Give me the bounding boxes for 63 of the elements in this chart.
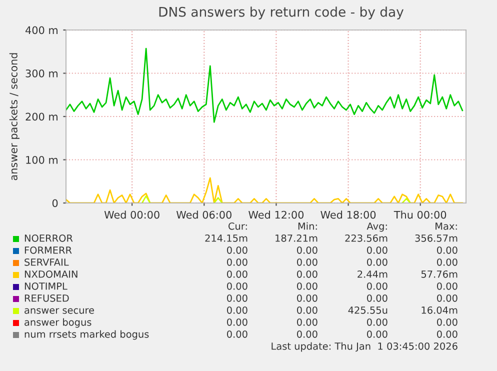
text: Cur: <box>228 222 247 230</box>
text: 0.00 <box>366 246 388 254</box>
y-tick-label: 300 m <box>26 69 58 78</box>
text: 0.00 <box>296 306 318 314</box>
line-series <box>66 48 464 123</box>
text: 425.55u <box>348 306 388 314</box>
text: 0.00 <box>296 318 318 326</box>
y-tick-label: 100 m <box>26 156 58 164</box>
text: 0.00 <box>226 294 248 302</box>
text: 0.00 <box>296 294 318 302</box>
text: 57.76m <box>421 270 458 278</box>
legend-label: SERVFAIL <box>24 258 69 266</box>
text: Max: <box>436 222 457 230</box>
legend-label: NOERROR <box>24 234 73 242</box>
text: 223.56m <box>345 234 388 242</box>
text: Min: <box>298 222 317 230</box>
text: 0.00 <box>436 246 458 254</box>
x-tick-label: Wed 12:00 <box>248 210 304 219</box>
text: 0.00 <box>366 330 388 338</box>
text: 0.00 <box>296 246 318 254</box>
text: 0.00 <box>296 258 318 266</box>
x-tick-label: Thu 00:00 <box>394 210 446 219</box>
text: 16.04m <box>422 306 458 314</box>
text: 0.00 <box>436 294 458 302</box>
text: 0.00 <box>296 270 318 278</box>
text: 0.00 <box>436 318 458 326</box>
text: 0.00 <box>226 282 248 290</box>
y-tick-label: 200 m <box>26 112 58 121</box>
text: 214.15m <box>205 234 248 242</box>
text: 0.00 <box>366 294 388 302</box>
text: 0.00 <box>436 258 458 266</box>
text: 0.00 <box>226 246 248 254</box>
legend-label: NOTIMPL <box>24 282 68 290</box>
text: 0.00 <box>296 330 318 338</box>
legend-label: num rrsets marked bogus <box>24 330 149 340</box>
legend-label: answer bogus <box>24 318 92 328</box>
x-tick-label: Wed 18:00 <box>320 210 376 219</box>
text: 0.00 <box>226 330 248 338</box>
text: Avg: <box>366 222 387 232</box>
y-tick-label: 0 <box>52 199 58 208</box>
text: 0.00 <box>226 258 248 266</box>
text: 0.00 <box>226 306 248 314</box>
x-tick-label: Wed 00:00 <box>104 210 160 219</box>
legend-label: answer secure <box>24 308 94 314</box>
text: 0.00 <box>226 270 248 278</box>
text: 2.44m <box>358 270 388 278</box>
text: 0.00 <box>366 318 388 326</box>
x-tick-label: Wed 06:00 <box>176 210 232 219</box>
text: 0.00 <box>366 258 388 266</box>
text: Last update: Thu Jan 1 03:45:00 2026 <box>272 342 458 352</box>
chart-title: DNS answers by return code - by day <box>159 6 404 20</box>
text: 356.57m <box>415 234 458 242</box>
y-tick-label: 400 m <box>26 26 58 34</box>
legend-label: FORMERR <box>24 246 72 254</box>
text: 0.00 <box>436 330 458 338</box>
legend-label: NXDOMAIN <box>24 270 78 278</box>
text: 0.00 <box>366 282 388 290</box>
text: 0.00 <box>226 318 248 326</box>
y-axis-title: answer packets / second <box>9 53 20 180</box>
text: 0.00 <box>296 282 318 290</box>
text: 187.21m <box>276 234 318 242</box>
legend-label: REFUSED <box>24 294 69 302</box>
text: 0.00 <box>436 282 458 290</box>
